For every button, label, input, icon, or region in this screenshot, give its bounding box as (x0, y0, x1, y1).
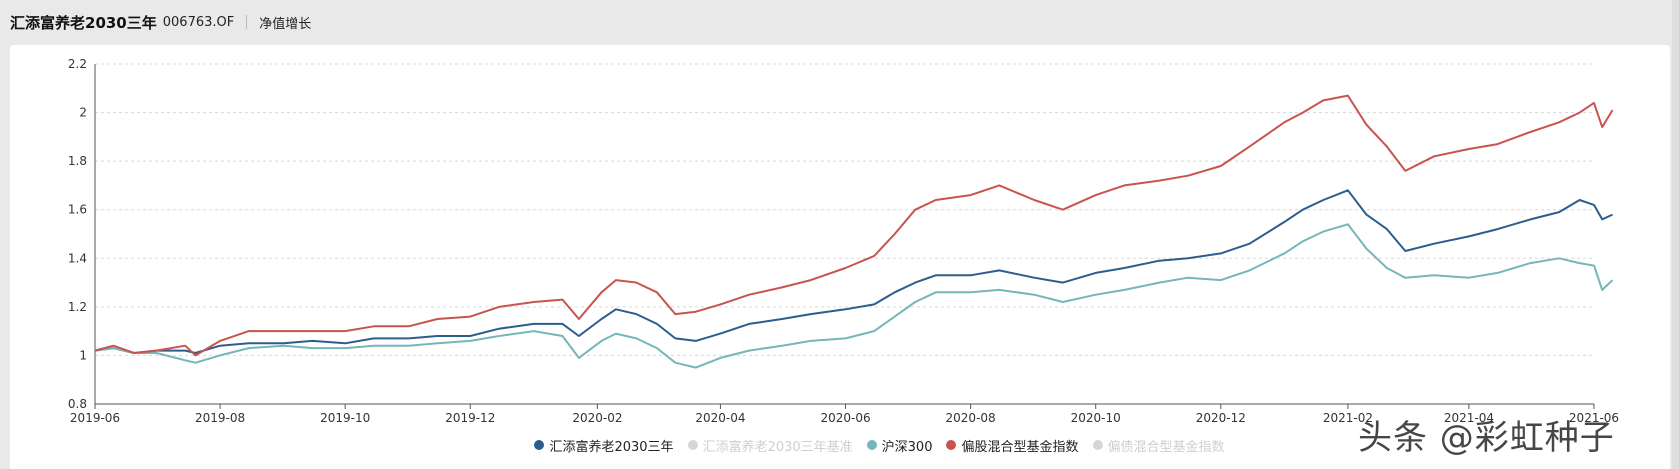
legend-item-1[interactable]: 汇添富养老2030三年基准 (687, 436, 853, 455)
y-tick-label: 1.8 (68, 154, 87, 168)
series-line-2 (94, 223, 1614, 369)
y-tick-label: 1.4 (68, 251, 87, 265)
scrollbar[interactable] (1672, 0, 1679, 469)
legend-marker (687, 440, 698, 450)
legend-item-0[interactable]: 汇添富养老2030三年 (534, 436, 674, 455)
series-layer (94, 94, 1614, 369)
x-tick-label: 2021-02 (1323, 411, 1373, 425)
y-tick-label: 1.6 (68, 203, 87, 217)
legend-marker (1092, 440, 1103, 450)
legend-label: 汇添富养老2030三年 (549, 439, 674, 455)
header-bar: 汇添富养老2030三年 006763.OF 净值增长 (0, 0, 1679, 44)
y-tick-label: 0.8 (68, 397, 87, 411)
x-tick-label: 2019-06 (70, 411, 120, 425)
x-tick-label: 2020-06 (820, 411, 870, 425)
chart-panel (10, 45, 1670, 469)
x-tick-label: 2020-02 (572, 411, 622, 425)
legend-marker (866, 440, 877, 450)
series-line-3 (94, 94, 1614, 357)
x-tick-label: 2019-12 (445, 411, 495, 425)
x-tick-label: 2020-10 (1071, 411, 1121, 425)
y-tick-label: 2.2 (68, 57, 87, 71)
x-tick-label: 2020-12 (1196, 411, 1246, 425)
legend-item-4[interactable]: 偏债混合型基金指数 (1092, 436, 1225, 455)
y-tick-label: 1 (79, 348, 87, 362)
fund-name: 汇添富养老2030三年 (10, 13, 157, 32)
x-tick-label: 2021-04 (1444, 411, 1494, 425)
y-tick-label: 2 (79, 106, 87, 120)
y-tick-label: 1.2 (68, 300, 87, 314)
legend-marker (534, 440, 545, 450)
legend-item-2[interactable]: 沪深300 (866, 436, 933, 455)
legend-label: 偏股混合型基金指数 (961, 439, 1079, 455)
tab-net-value-growth[interactable]: 净值增长 (259, 16, 312, 32)
legend-label: 汇添富养老2030三年基准 (702, 439, 853, 455)
legend-label: 偏债混合型基金指数 (1107, 439, 1225, 455)
x-tick-label: 2019-10 (320, 411, 370, 425)
x-tick-label: 2019-08 (195, 411, 245, 425)
header-divider (246, 15, 248, 29)
axis-layer: 0.8 1 1.2 1.4 1.6 1.8 2 2.2 2019-06 2019-08 2019-1… (68, 57, 1619, 425)
x-tick-label: 2021-06 (1569, 411, 1619, 425)
x-tick-label: 2020-08 (946, 411, 996, 425)
watermark: 头条 @彩虹种子 (1358, 418, 1615, 458)
legend-item-3[interactable]: 偏股混合型基金指数 (946, 436, 1079, 455)
x-tick-label: 2020-04 (695, 411, 745, 425)
fund-code: 006763.OF (162, 14, 235, 30)
chart-legend: 汇添富养老2030三年 汇添富养老2030三年基准 沪深300 偏股混合型基金指数 偏债… (0, 436, 1679, 455)
series-line-0 (94, 189, 1613, 354)
legend-marker (946, 440, 957, 450)
grid-layer (95, 63, 1594, 356)
legend-label: 沪深300 (881, 439, 933, 455)
